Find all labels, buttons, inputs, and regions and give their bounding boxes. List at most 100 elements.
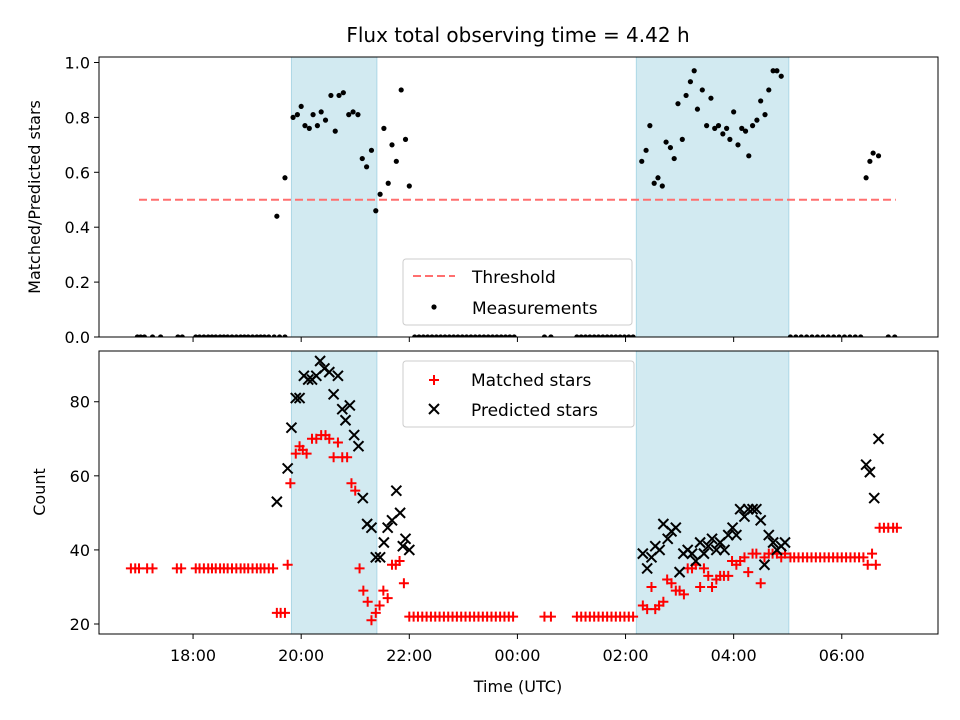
predicted-star-point (323, 366, 336, 378)
top-y-tick-label: 0.8 (65, 108, 90, 127)
bottom-plot-area (125, 351, 902, 634)
predicted-star-point (281, 462, 294, 475)
bottom-axes-frame (98, 350, 939, 635)
measurement-point (749, 123, 756, 129)
measurement-point (885, 334, 891, 337)
measurement-point (793, 334, 799, 337)
measurement-point (336, 92, 342, 99)
matched-star-point (279, 607, 290, 618)
measurement-point (425, 334, 431, 337)
x-tick-label: 00:00 (494, 646, 540, 665)
predicted-star-point (290, 392, 302, 404)
predicted-star-point (344, 399, 356, 412)
matched-star-point (370, 607, 381, 618)
predicted-star-point (746, 503, 759, 515)
legend-predicted-marker (428, 403, 440, 415)
measurement-point (608, 334, 615, 337)
measurement-point (671, 155, 677, 162)
measurement-point (762, 112, 768, 118)
measurement-point (541, 334, 548, 337)
measurement-point (731, 109, 737, 115)
top-y-tick-label: 0.6 (65, 163, 90, 182)
predicted-star-point (706, 533, 718, 545)
measurement-point (332, 128, 338, 134)
measurement-point (472, 334, 478, 337)
matched-star-point (891, 522, 902, 533)
measurement-point (261, 334, 268, 337)
bottom-y-tick-label: 40 (70, 541, 90, 560)
measurement-point (290, 114, 296, 120)
measurement-point (429, 334, 435, 337)
measurement-point (274, 213, 280, 219)
measurement-point (318, 109, 324, 115)
matched-star-point (290, 448, 301, 459)
matched-star-point (658, 596, 669, 607)
matched-star-point (545, 611, 556, 622)
measurement-point (442, 334, 448, 337)
matched-star-point (858, 552, 869, 563)
legend-measurements-swatch (431, 304, 437, 310)
measurement-point (820, 334, 826, 337)
measurement-point (809, 334, 815, 337)
measurement-point (196, 334, 203, 337)
measurement-point (455, 334, 461, 337)
measurement-point (548, 334, 554, 337)
x-tick-label: 02:00 (602, 646, 648, 665)
predicted-star-point (336, 403, 348, 415)
top-y-tick-label: 0.0 (65, 328, 90, 347)
matched-star-point (358, 585, 369, 596)
predicted-star-point (348, 429, 360, 441)
measurement-point (481, 334, 487, 337)
measurement-point (412, 334, 418, 337)
top-plot-area (134, 57, 898, 337)
measurement-point (158, 334, 164, 337)
measurement-point (314, 123, 320, 129)
predicted-star-point (750, 503, 763, 515)
x-tick-label: 04:00 (711, 646, 757, 665)
measurement-point (863, 175, 869, 181)
measurement-point (778, 73, 784, 79)
measurement-point (245, 334, 251, 337)
matched-star-point (282, 559, 293, 570)
predicted-star-point (698, 547, 710, 560)
predicted-star-point (397, 540, 409, 552)
matched-star-point (755, 578, 766, 589)
legend-predicted-swatch (428, 403, 440, 415)
measurement-point (266, 334, 272, 337)
measurement-point (485, 334, 491, 337)
measurement-point (494, 334, 500, 337)
matched-star-point (147, 563, 158, 574)
matched-star-point (646, 581, 657, 592)
predicted-star-point (314, 355, 326, 367)
bottom-panel: 20 40 60 80 18:00 20:00 22:00 00:00 02:00 04:00 06… (70, 350, 939, 665)
measurement-point (249, 334, 256, 337)
measurement-point (708, 95, 714, 101)
measurement-point (727, 136, 733, 142)
measurement-point (282, 175, 288, 181)
top-legend: Threshold Measurements (402, 258, 633, 326)
measurement-point (433, 334, 439, 337)
predicted-star-point (653, 544, 666, 556)
predicted-star-point (872, 433, 885, 445)
measurement-point (892, 334, 898, 337)
matched-star-point (739, 552, 750, 563)
measurement-point (446, 334, 452, 337)
measurement-point (141, 334, 148, 337)
predicted-star-point (403, 544, 416, 556)
measurement-point (735, 142, 741, 148)
matched-star-point (342, 452, 353, 463)
measurement-point (852, 334, 858, 337)
predicted-star-point (293, 392, 306, 404)
bottom-y-tick-label: 60 (70, 467, 90, 486)
measurement-point (875, 153, 882, 159)
measurement-point (355, 112, 361, 118)
matched-star-point (698, 563, 709, 574)
measurement-point (841, 334, 848, 337)
measurement-point (201, 334, 207, 337)
predicted-star-point (726, 521, 739, 534)
matched-star-point (707, 581, 718, 592)
matched-star-point (703, 570, 714, 581)
measurement-point (282, 334, 288, 337)
measurement-point (359, 155, 365, 162)
predicted-star-point (730, 529, 743, 541)
